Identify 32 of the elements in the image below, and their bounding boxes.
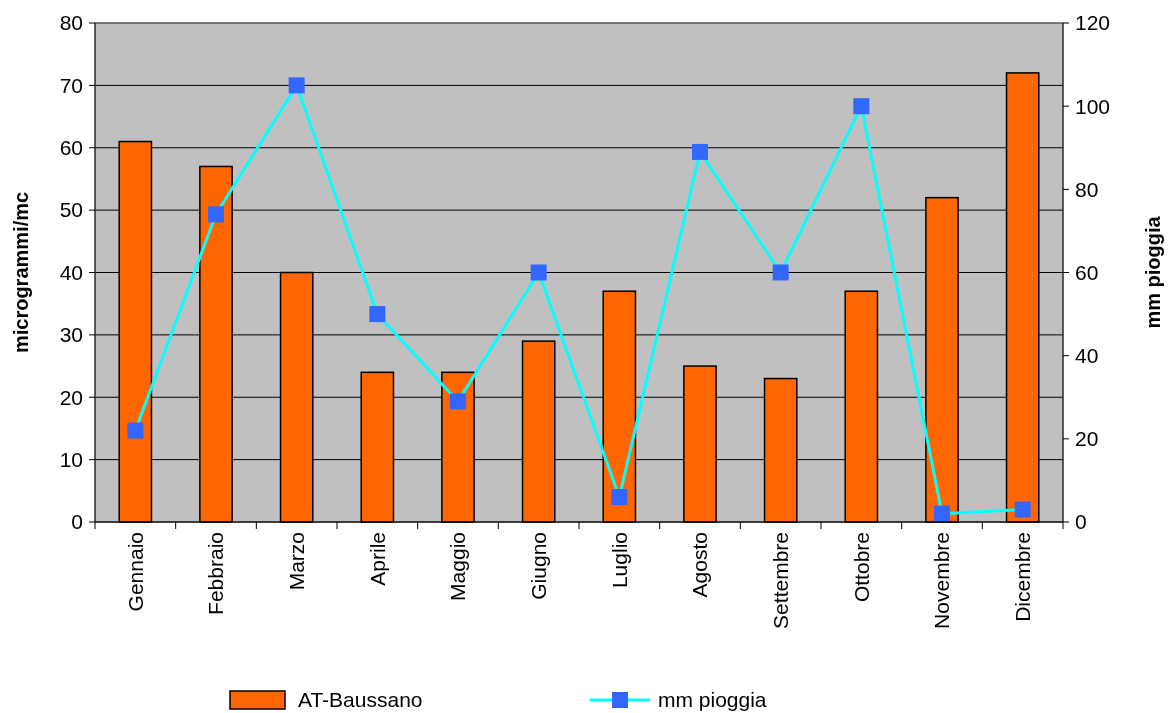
y-tick-label: 20 [59,385,83,409]
x-tick-label: Novembre [930,532,954,629]
y2-tick-label: 80 [1075,177,1099,201]
y-axis-title: microgrammi/mc [10,191,32,354]
y2-tick-label: 0 [1075,510,1087,534]
y2-tick-label: 40 [1075,344,1099,368]
legend-label: mm pioggia [658,688,767,712]
x-tick-label: Aprile [365,532,389,586]
y-tick-label: 30 [59,323,83,347]
y-tick-label: 70 [59,73,83,97]
x-tick-label: Ottobre [849,532,873,603]
y2-tick-label: 20 [1075,427,1099,451]
y-tick-label: 10 [59,447,83,471]
y-tick-label: 40 [59,260,83,284]
legend-label: AT-Baussano [298,688,423,712]
x-tick-label: Dicembre [1011,532,1035,622]
x-tick-label: Marzo [285,532,309,591]
x-tick-label: Giugno [527,532,551,600]
y-tick-label: 0 [71,510,83,534]
y-tick-label: 80 [59,11,83,35]
y2-axis-title: mm pioggia [1142,215,1164,329]
x-tick-label: Gennaio [123,532,147,612]
x-tick-label: Maggio [446,532,470,601]
y-tick-label: 50 [59,198,83,222]
y2-tick-label: 100 [1075,94,1111,118]
x-tick-label: Agosto [688,532,712,598]
x-tick-label: Settembre [769,532,793,629]
y2-tick-label: 120 [1075,11,1111,35]
y-tick-label: 60 [59,136,83,160]
x-tick-label: Febbraio [204,532,228,615]
y2-tick-label: 60 [1075,260,1099,284]
x-tick-label: Luglio [607,532,631,589]
